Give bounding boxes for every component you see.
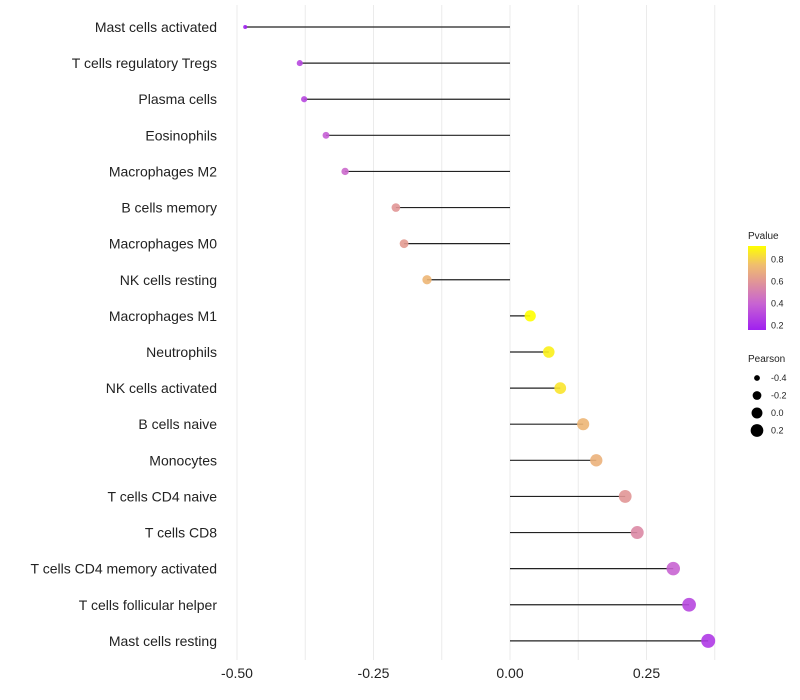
y-tick-label: Neutrophils — [146, 344, 217, 360]
size-legend-label: -0.4 — [771, 373, 787, 383]
size-legend-dot — [754, 375, 760, 381]
y-tick-label: Eosinophils — [145, 127, 217, 143]
colorbar-label: 0.8 — [771, 254, 784, 264]
point — [701, 633, 716, 648]
point — [590, 454, 603, 467]
point — [399, 239, 409, 249]
legend-title-pvalue: Pvalue — [748, 231, 779, 242]
y-tick-label: Mast cells activated — [95, 19, 217, 35]
size-legend-label: -0.2 — [771, 391, 787, 401]
point — [554, 382, 567, 394]
legend-title-pearson: Pearson — [748, 354, 785, 365]
y-tick-label: T cells CD4 naive — [108, 488, 218, 504]
y-tick-label: Macrophages M2 — [109, 163, 217, 179]
y-tick-label: T cells regulatory Tregs — [72, 55, 217, 71]
point — [341, 167, 349, 176]
point — [422, 275, 432, 285]
point — [524, 310, 536, 322]
y-tick-label: B cells memory — [121, 200, 217, 216]
y-tick-label: T cells follicular helper — [79, 597, 218, 613]
point — [630, 526, 644, 540]
size-legend-dot — [751, 407, 763, 419]
colorbar-label: 0.4 — [771, 298, 784, 308]
colorbar-label: 0.6 — [771, 276, 784, 286]
y-tick-label: Mast cells resting — [109, 633, 217, 649]
size-legend-dot — [750, 424, 764, 437]
x-tick-label: 0.00 — [496, 665, 523, 681]
colorbar-label: 0.2 — [771, 321, 784, 331]
point — [618, 490, 632, 503]
y-tick-label: T cells CD4 memory activated — [31, 561, 217, 577]
y-tick-label: NK cells resting — [120, 272, 217, 288]
point — [577, 418, 590, 431]
size-legend-dot — [752, 391, 762, 400]
colorbar — [748, 246, 766, 330]
point — [682, 597, 696, 612]
y-tick-label: NK cells activated — [106, 380, 217, 396]
y-tick-label: Monocytes — [149, 452, 217, 468]
x-tick-label: -0.25 — [358, 665, 390, 681]
y-tick-label: Macrophages M1 — [109, 308, 217, 324]
point — [301, 96, 308, 103]
point — [296, 60, 303, 67]
point — [243, 25, 248, 29]
y-tick-label: B cells naive — [138, 416, 217, 432]
x-tick-label: 0.25 — [633, 665, 660, 681]
point — [666, 561, 681, 576]
size-legend-label: 0.2 — [771, 426, 784, 436]
y-tick-label: Macrophages M0 — [109, 236, 217, 252]
point — [391, 203, 401, 212]
y-tick-label: T cells CD8 — [145, 525, 217, 541]
point — [542, 346, 555, 358]
x-tick-label: -0.50 — [221, 665, 253, 681]
size-legend-label: 0.0 — [771, 408, 784, 418]
y-tick-label: Plasma cells — [138, 91, 217, 107]
point — [322, 131, 330, 139]
